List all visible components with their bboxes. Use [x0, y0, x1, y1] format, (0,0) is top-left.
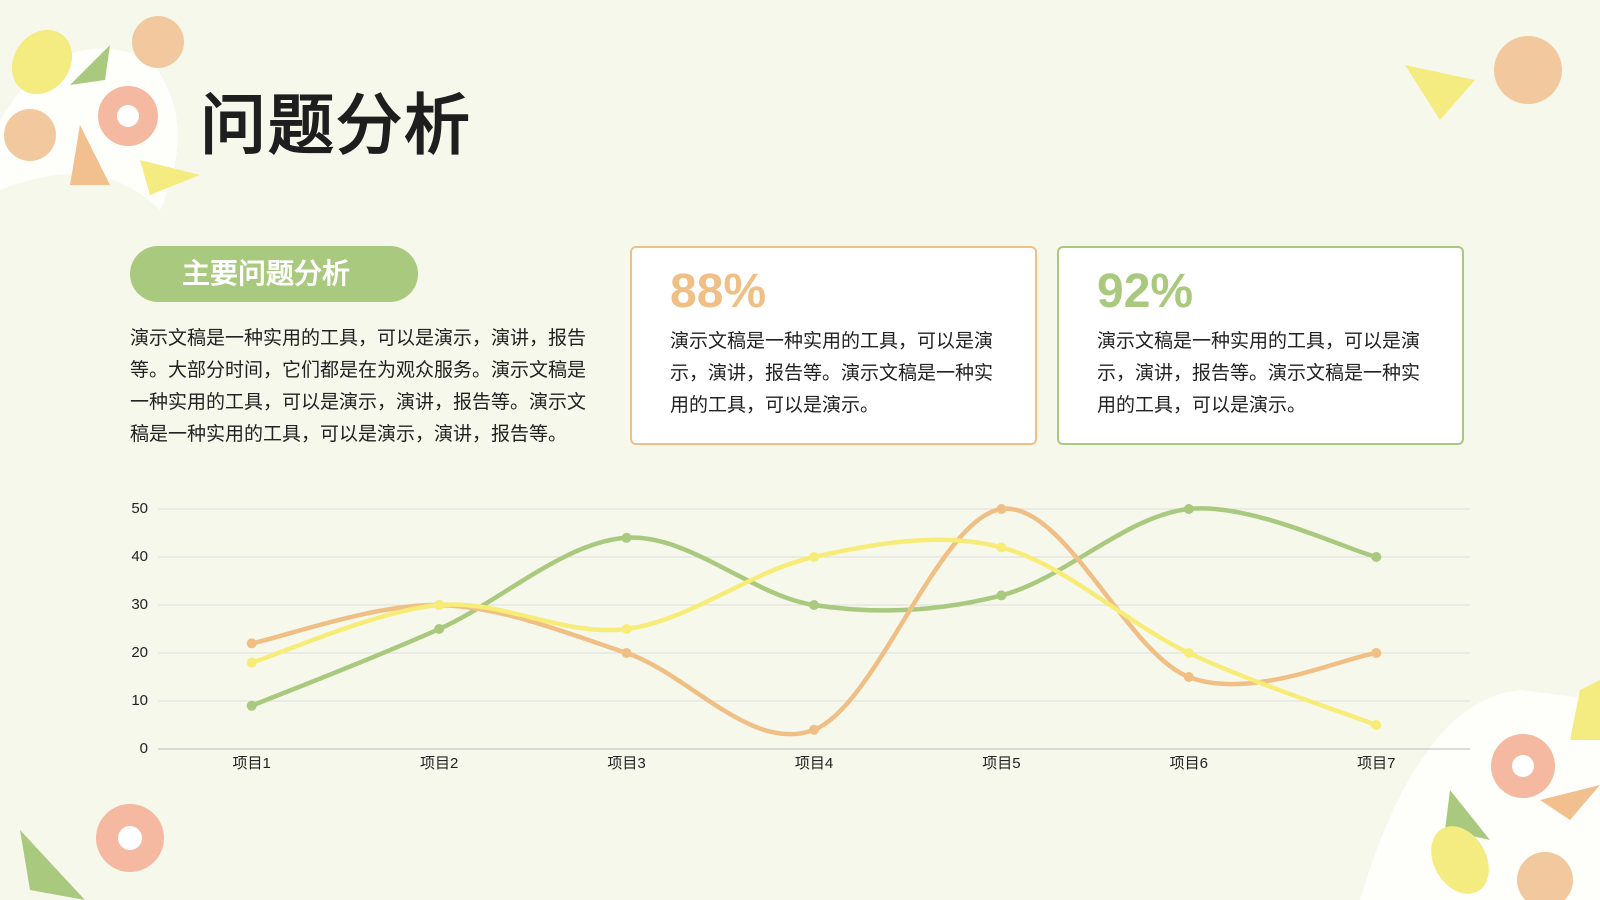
data-point [434, 624, 445, 634]
data-point [246, 700, 257, 711]
stat-card: 92% 演示文稿是一种实用的工具，可以是演示，演讲，报告等。演示文稿是一种实用的… [1057, 246, 1464, 445]
stat-value: 92% [1097, 265, 1194, 318]
stat-text: 演示文稿是一种实用的工具，可以是演示，演讲，报告等。演示文稿是一种实用的工具，可… [1097, 331, 1421, 416]
data-point [434, 600, 445, 610]
stat-value: 88% [670, 265, 767, 318]
data-point [1371, 552, 1382, 562]
x-tick-label: 项目4 [795, 755, 833, 772]
x-tick-label: 项目1 [233, 755, 271, 772]
slide-title: 问题分析 [200, 88, 472, 162]
data-point [996, 590, 1007, 601]
data-point [1183, 504, 1194, 514]
stat-text: 演示文稿是一种实用的工具，可以是演示，演讲，报告等。演示文稿是一种实用的工具，可… [670, 331, 994, 416]
x-tick-label: 项目5 [982, 755, 1020, 772]
series-line [249, 537, 1379, 728]
data-point [996, 542, 1007, 553]
data-point [1183, 672, 1194, 682]
data-point [621, 648, 632, 658]
y-tick-label: 40 [131, 548, 148, 565]
series-line [249, 506, 1379, 737]
data-point [621, 624, 632, 634]
section-text: 演示文稿是一种实用的工具，可以是演示，演讲，报告等。大部分时间，它们都是在为观众… [130, 328, 587, 445]
data-point [1371, 720, 1382, 730]
x-tick-label: 项目3 [607, 755, 645, 772]
section-label: 主要问题分析 [130, 246, 418, 302]
data-point [809, 600, 819, 610]
data-point [621, 532, 632, 543]
x-tick-label: 项目7 [1357, 755, 1395, 772]
data-point [809, 724, 819, 735]
y-tick-label: 10 [131, 692, 148, 709]
x-tick-label: 项目6 [1170, 755, 1208, 772]
data-point [996, 504, 1007, 514]
x-tick-label: 项目2 [420, 755, 458, 772]
y-tick-label: 20 [131, 644, 148, 661]
stat-card: 88% 演示文稿是一种实用的工具，可以是演示，演讲，报告等。演示文稿是一种实用的… [630, 246, 1037, 445]
data-point [809, 552, 819, 562]
data-point [1183, 648, 1194, 658]
data-point [246, 657, 257, 668]
data-point [246, 638, 257, 649]
y-tick-label: 30 [131, 596, 148, 613]
y-tick-label: 50 [131, 500, 148, 517]
y-tick-label: 0 [140, 740, 148, 757]
data-point [1371, 648, 1382, 658]
